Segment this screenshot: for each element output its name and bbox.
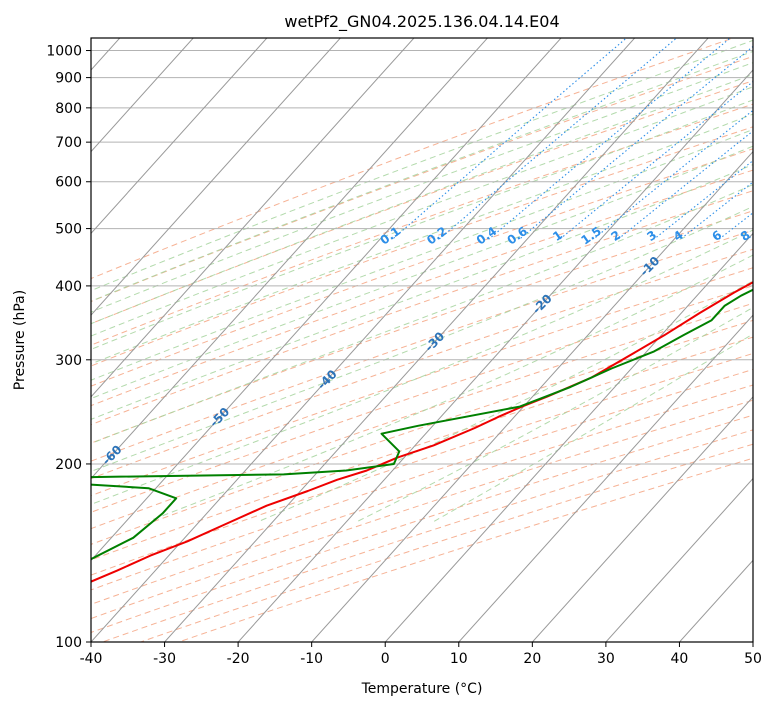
plot-area: 0.10.20.40.611.52346810131620253036-100-…: [91, 38, 765, 642]
moist-adiabat: [91, 128, 753, 381]
mixing-ratio-line: [392, 38, 628, 240]
x-tick-label: -20: [227, 651, 250, 667]
dry-adiabat: [91, 190, 753, 426]
x-tick-label: 0: [381, 651, 390, 667]
dry-adiabat: [91, 368, 753, 591]
dry-adiabat: [91, 414, 753, 633]
isotherm-line: [91, 38, 268, 235]
dry-adiabat: [101, 429, 753, 642]
dry-adiabats: [91, 38, 753, 642]
y-tick-label: 300: [55, 353, 82, 369]
isotherm-line: [91, 38, 562, 562]
chart-title: wetPf2_GN04.2025.136.04.14.E04: [284, 12, 559, 32]
mixing-ratio-line: [680, 181, 753, 240]
dry-adiabat: [91, 248, 753, 480]
y-axis-label: Pressure (hPa): [12, 290, 28, 390]
isotherms: [91, 38, 753, 642]
x-tick-label: 30: [597, 651, 615, 667]
isotherm-line: [91, 38, 194, 153]
isotherm-line: [91, 38, 342, 316]
moist-adiabat: [91, 205, 753, 472]
mixing-ratio-line: [519, 45, 753, 240]
dry-adiabat: [91, 80, 753, 325]
plot-frame: [90, 37, 754, 643]
y-tick-label: 900: [55, 71, 82, 87]
isotherm-line: [91, 38, 489, 480]
isotherm-label: 0: [749, 221, 765, 237]
y-tick-label: 600: [55, 175, 82, 191]
moist-adiabat: [91, 229, 753, 505]
dry-adiabat: [91, 210, 753, 444]
isotherm-line: [678, 559, 753, 642]
isotherm-line: [311, 150, 753, 642]
isotherm-line: [531, 396, 753, 642]
moist-adiabat: [91, 50, 753, 302]
y-tick-label: 200: [55, 457, 82, 473]
x-tick-label: 40: [671, 651, 689, 667]
isotherm-line: [605, 477, 753, 642]
dry-adiabat: [91, 319, 753, 545]
y-tick-label: 1000: [46, 44, 82, 60]
dewpoint-line: [91, 288, 753, 561]
x-tick-label: 20: [523, 651, 541, 667]
isotherm-line: [163, 38, 709, 642]
x-axis-label: Temperature (°C): [361, 681, 483, 697]
y-tick-label: 700: [55, 135, 82, 151]
dry-adiabat: [91, 169, 753, 407]
mixing-ratio-line: [617, 130, 753, 240]
moist-adiabat: [91, 184, 753, 445]
y-tick-label: 100: [55, 635, 82, 651]
mixing-ratio-lines: [392, 38, 753, 240]
x-tick-label: 50: [744, 651, 762, 667]
mixing-ratio-line: [438, 38, 678, 240]
moist-adiabat: [91, 145, 753, 400]
moist-adiabat: [91, 73, 753, 325]
isotherm-line: [458, 314, 753, 642]
x-tick-label: -10: [300, 651, 323, 667]
dry-adiabat: [91, 352, 753, 576]
x-tick-label: -40: [80, 651, 103, 667]
y-tick-label: 400: [55, 279, 82, 295]
mixing-ratio-line: [559, 80, 753, 240]
dry-adiabat: [91, 336, 753, 561]
pressure-gridlines: [91, 50, 753, 642]
moist-adiabat: [91, 62, 753, 313]
x-tick-label: -30: [153, 651, 176, 667]
dry-adiabat: [91, 38, 735, 280]
y-tick-label: 500: [55, 222, 82, 238]
y-tick-label: 800: [55, 101, 82, 117]
isotherm-line: [384, 232, 753, 642]
dry-adiabat: [91, 55, 753, 303]
profile-series: [91, 281, 753, 583]
isotherm-line: [237, 69, 753, 642]
isotherm-line: [91, 38, 415, 398]
dry-adiabat: [91, 229, 753, 462]
x-tick-label: 10: [450, 651, 468, 667]
isotherm-line: [91, 38, 636, 642]
moist-adiabat: [357, 306, 753, 522]
axes: -40 -30 -20 -10 0 10 20 30 40 50 100 200 300 400 500 60…: [46, 44, 762, 667]
